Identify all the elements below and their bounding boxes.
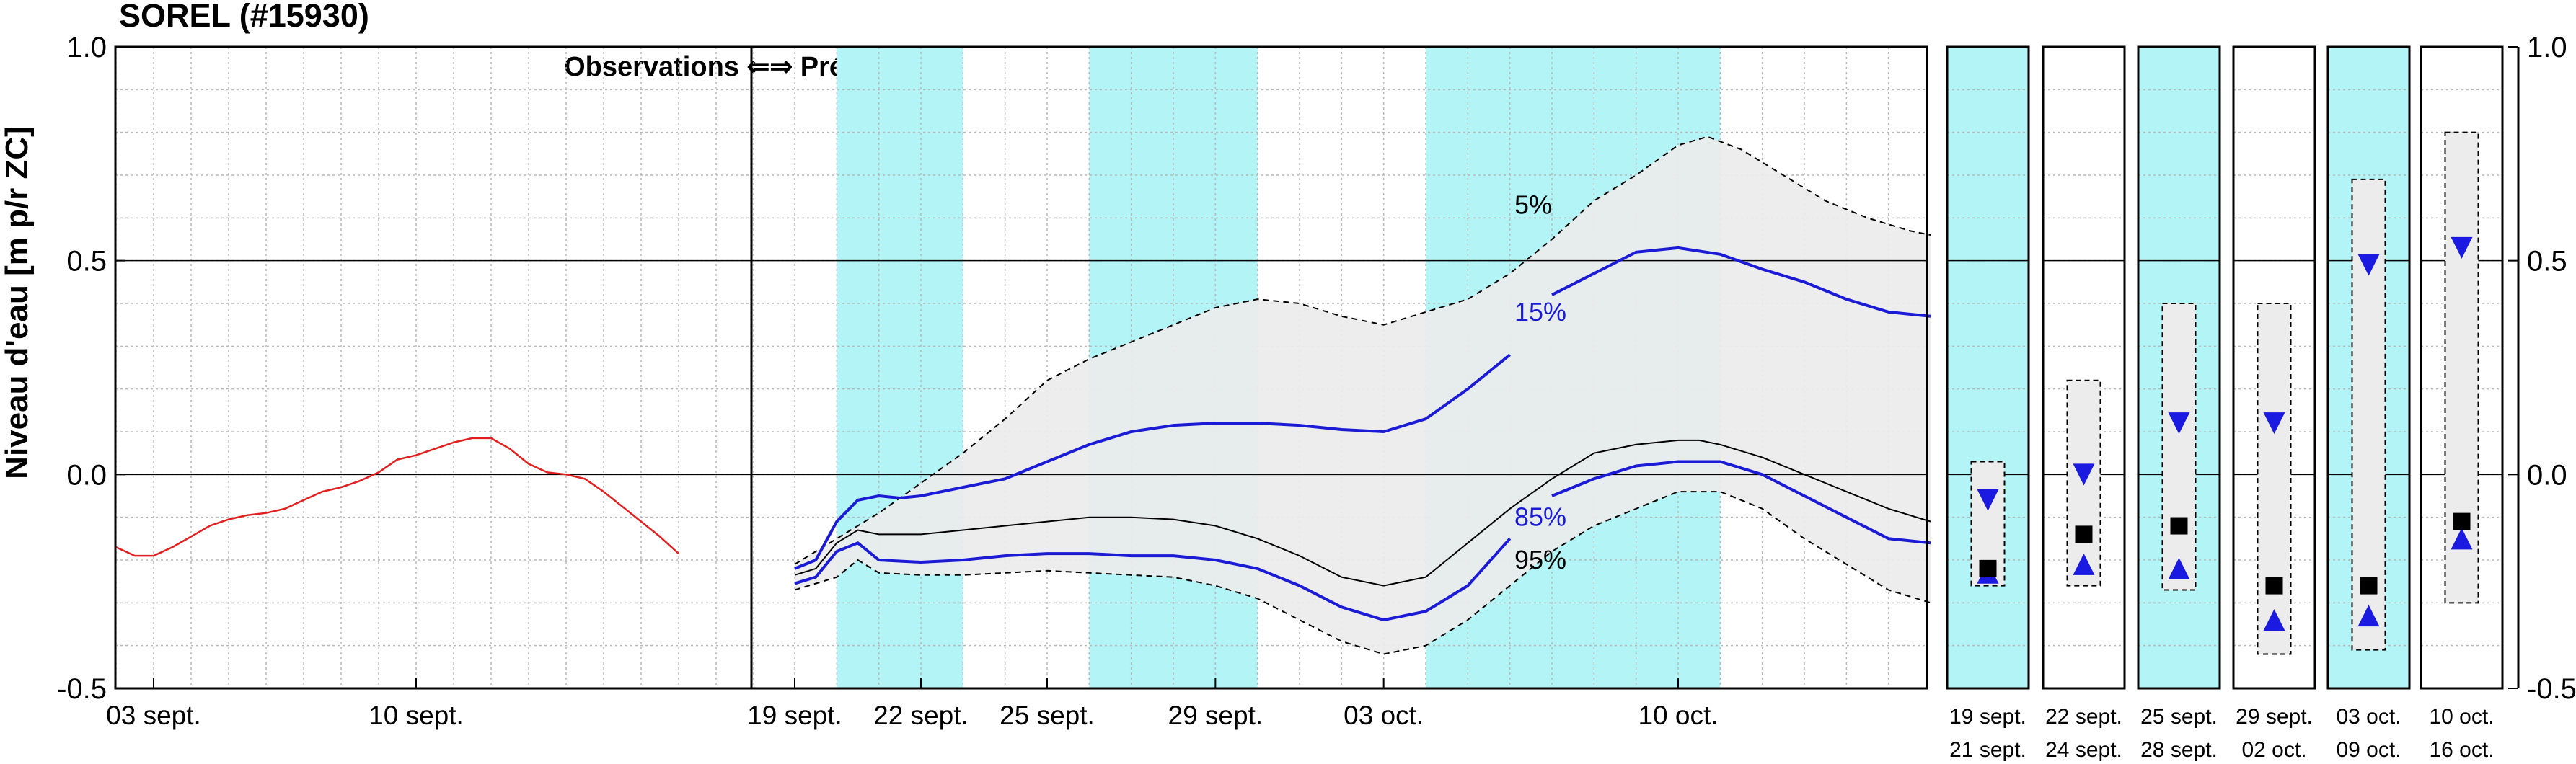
x-tick-label: 10 sept. bbox=[369, 701, 464, 730]
right-y-tick-label: 1.0 bbox=[2527, 32, 2567, 63]
y-axis-label: Niveau d'eau [m p/r ZC] bbox=[0, 126, 35, 479]
uncertainty-band bbox=[795, 136, 1931, 654]
series-p95 bbox=[794, 491, 1931, 655]
series-observed bbox=[115, 437, 679, 557]
percentile-label-p15: 15% bbox=[1514, 297, 1566, 327]
panel-median-marker bbox=[2075, 525, 2093, 543]
panel-median-marker bbox=[2360, 577, 2378, 595]
panel-p85-marker bbox=[2451, 528, 2473, 550]
panel-p85-marker bbox=[2263, 609, 2285, 631]
panel-frame bbox=[2420, 45, 2504, 690]
series-p85b bbox=[1551, 460, 1931, 545]
panel-p15-marker bbox=[2168, 412, 2190, 435]
main-plot-frame bbox=[114, 45, 1928, 690]
panel-period-start: 25 sept. bbox=[2140, 705, 2218, 729]
panel-period-end: 16 oct. bbox=[2429, 738, 2494, 762]
panel-range-box bbox=[2257, 303, 2292, 655]
panel-p15-marker bbox=[2451, 236, 2473, 259]
panel-period-start: 03 oct. bbox=[2336, 705, 2401, 729]
panel-p85-marker bbox=[2357, 605, 2380, 627]
panel-period-end: 28 sept. bbox=[2140, 738, 2218, 762]
panel-median-marker bbox=[2453, 512, 2471, 530]
panel-median-marker bbox=[1979, 559, 1997, 577]
x-tick-label: 10 oct. bbox=[1638, 701, 1718, 730]
panel-period-end: 24 sept. bbox=[2045, 738, 2122, 762]
y-tick-label: 0.5 bbox=[66, 246, 107, 277]
panel-period-start: 19 sept. bbox=[1949, 705, 2026, 729]
panel-frame bbox=[2326, 45, 2411, 690]
panel-period-end: 09 oct. bbox=[2336, 738, 2401, 762]
panel-shaded-bg bbox=[1947, 47, 2029, 688]
series-p05 bbox=[794, 136, 1931, 565]
series-p50 bbox=[794, 439, 1931, 587]
panel-frame bbox=[2232, 45, 2316, 690]
panel-range-box bbox=[2161, 303, 2197, 591]
right-y-tick-label: -0.5 bbox=[2527, 673, 2576, 705]
panel-p15-marker bbox=[1977, 489, 1999, 511]
panel-p15-marker bbox=[2263, 412, 2285, 435]
panel-p15-marker bbox=[2073, 463, 2095, 486]
x-tick-label: 22 sept. bbox=[873, 701, 969, 730]
panel-frame bbox=[2042, 45, 2126, 690]
forecast-shaded-period bbox=[837, 47, 963, 688]
panel-period-start: 22 sept. bbox=[2045, 705, 2122, 729]
x-tick-label: 29 sept. bbox=[1168, 701, 1263, 730]
percentile-label-p05: 5% bbox=[1514, 190, 1552, 220]
x-tick-label: 19 sept. bbox=[747, 701, 842, 730]
right-y-tick-label: 0.0 bbox=[2527, 459, 2567, 491]
period-summary-panels: 19 sept. 21 sept. 22 sept. 24 sept. 25 sept.… bbox=[1946, 45, 2504, 762]
y-tick-label: 0.0 bbox=[66, 459, 107, 491]
right-y-axis: 1.0 0.5 0.0 -0.5 bbox=[2508, 32, 2576, 705]
series-p15b bbox=[1551, 246, 1931, 318]
panel-period-start: 29 sept. bbox=[2236, 705, 2313, 729]
panel-period-end: 21 sept. bbox=[1949, 738, 2026, 762]
percentile-label-p95: 95% bbox=[1514, 545, 1566, 574]
panel-p85-marker bbox=[2168, 557, 2190, 579]
series-p15 bbox=[794, 353, 1511, 570]
chart-title: SOREL (#15930) bbox=[119, 0, 369, 34]
panel-median-marker bbox=[2265, 577, 2283, 595]
panel-p85-marker bbox=[2073, 553, 2095, 575]
percentile-label-p85: 85% bbox=[1514, 502, 1566, 532]
panel-period-start: 10 oct. bbox=[2429, 705, 2494, 729]
x-tick-label: 03 sept. bbox=[106, 701, 201, 730]
y-tick-label: 1.0 bbox=[66, 32, 107, 63]
x-tick-label: 25 sept. bbox=[1000, 701, 1095, 730]
panel-median-marker bbox=[2170, 517, 2188, 535]
series-p85 bbox=[794, 537, 1512, 622]
panel-period-end: 02 oct. bbox=[2241, 738, 2306, 762]
y-tick-label: -0.5 bbox=[57, 673, 107, 705]
panel-p15-marker bbox=[2357, 254, 2380, 276]
panel-frame bbox=[2137, 45, 2221, 690]
x-tick-label: 03 oct. bbox=[1344, 701, 1424, 730]
main-plot-area: 5% 15% 85% 95% 1.0 0.5 0.0 -0.503 sept. 10 sept.… bbox=[57, 32, 1931, 730]
right-y-tick-label: 0.5 bbox=[2527, 246, 2567, 277]
panel-frame bbox=[1946, 45, 2030, 690]
